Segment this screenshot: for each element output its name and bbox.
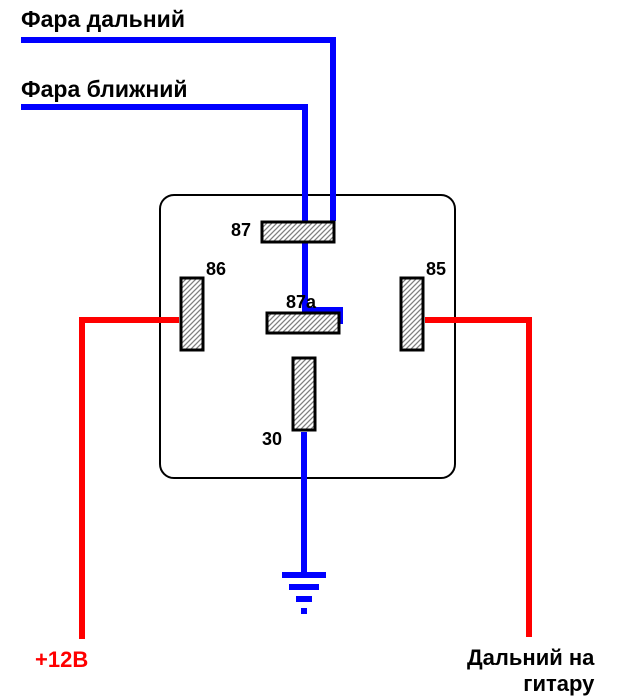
label-high-beam-switch: Дальний на гитару [467, 645, 594, 697]
pin-p87a [267, 313, 339, 333]
wire-high-beam [21, 40, 333, 221]
wire-power [82, 320, 179, 639]
label-power-12v: +12B [35, 647, 88, 673]
pin-p85 [401, 278, 423, 350]
pin-label-p30: 30 [262, 429, 282, 449]
pin-p87 [262, 222, 334, 242]
pin-label-p85: 85 [426, 259, 446, 279]
label-low-beam: Фара ближний [21, 76, 188, 103]
pin-label-p87a: 87а [286, 292, 317, 312]
pin-p30 [293, 358, 315, 430]
pin-p86 [181, 278, 203, 350]
pin-label-p87: 87 [231, 220, 251, 240]
wiring-diagram-svg: 8786 87а 85 30 [0, 0, 634, 698]
label-high-beam: Фара дальний [21, 6, 185, 33]
pin-label-p86: 86 [206, 259, 226, 279]
